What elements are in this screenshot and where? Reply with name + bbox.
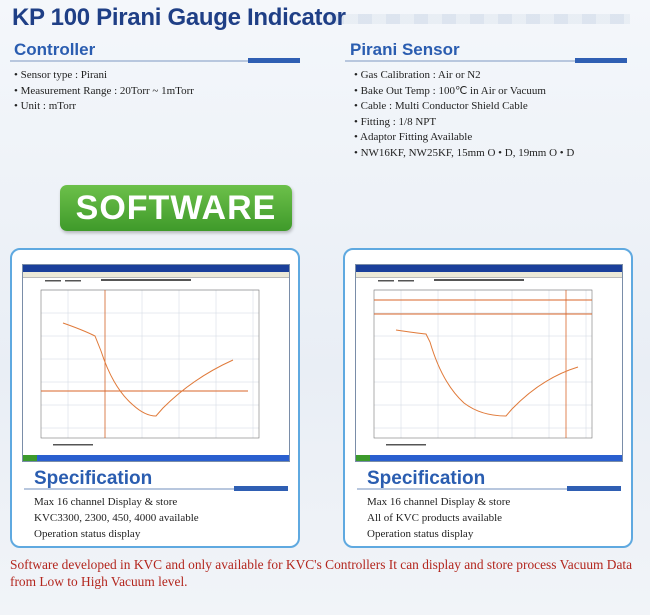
list-item: Cable : Multi Conductor Shield Cable [354,99,574,115]
spec-lines: Max 16 channel Display & store KVC3300, … [34,494,199,542]
software-panel-right: Specification Max 16 channel Display & s… [343,248,633,548]
sensor-list: Gas Calibration : Air or N2 Bake Out Tem… [354,68,574,161]
list-item: Sensor type : Pirani [14,68,194,84]
software-panel-left: Specification Max 16 channel Display & s… [10,248,300,548]
spec-line: Max 16 channel Display & store [367,496,511,508]
sensor-rule [345,58,627,63]
vacuum-graph-screenshot [355,264,623,462]
spec-line: Operation status display [367,528,474,540]
list-item: Adaptor Fitting Available [354,130,574,146]
taskbar [23,455,289,461]
sensor-heading: Pirani Sensor [350,40,460,59]
vacuum-graph [373,279,593,446]
spec-line: KVC3300, 2300, 450, 4000 available [34,512,199,524]
window-titlebar [23,265,289,272]
list-item: Fitting : 1/8 NPT [354,115,574,131]
spec-rule [357,486,621,491]
footer-note: Software developed in KVC and only avail… [10,557,633,589]
software-label: SOFTWARE [75,189,277,227]
software-badge: SOFTWARE [60,185,292,231]
list-item: Unit : mTorr [14,99,194,115]
vacuum-graph [40,279,260,446]
list-item: Measurement Range : 20Torr ~ 1mTorr [14,84,194,100]
spec-line: Max 16 channel Display & store [34,496,178,508]
list-item: NW16KF, NW25KF, 15mm O • D, 19mm O • D [354,146,575,162]
taskbar [356,455,622,461]
controller-heading: Controller [14,40,96,59]
window-menubar [23,272,289,278]
spec-heading: Specification [367,468,486,489]
spec-line: All of KVC products available [367,512,503,524]
controller-rule [10,58,300,63]
window-menubar [356,272,622,278]
spec-lines: Max 16 channel Display & store All of KV… [367,494,510,542]
page-title: KP 100 Pirani Gauge Indicator [12,4,346,31]
spec-line: Operation status display [34,528,141,540]
list-item: Gas Calibration : Air or N2 [354,68,574,84]
title-decoration [330,14,630,24]
vacuum-graph-screenshot [22,264,290,462]
list-item: Bake Out Temp : 100℃ in Air or Vacuum [354,84,574,100]
window-titlebar [356,265,622,272]
spec-heading: Specification [34,468,153,489]
controller-list: Sensor type : Pirani Measurement Range :… [14,68,194,115]
spec-rule [24,486,288,491]
